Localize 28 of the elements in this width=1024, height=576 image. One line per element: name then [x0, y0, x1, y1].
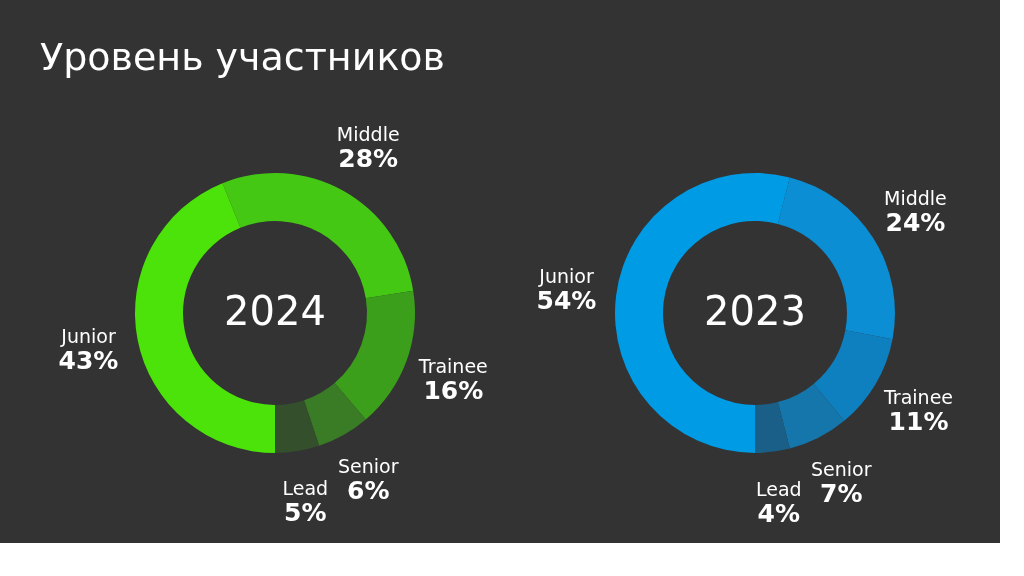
slice-label: Lead	[282, 476, 329, 499]
donut-slice	[777, 383, 845, 449]
slice-label: Junior	[60, 325, 116, 348]
data-label: 11%	[888, 406, 949, 436]
donut-slice	[303, 383, 366, 446]
data-label: 43%	[58, 346, 119, 376]
slice-label: Senior	[337, 454, 399, 477]
data-label: 5%	[284, 497, 327, 527]
slice-label: Senior	[811, 458, 872, 481]
slice-label: Junior	[538, 265, 594, 288]
chart-title: Уровень участников	[40, 35, 446, 79]
slice-label: Trainee	[883, 385, 954, 408]
data-label: 54%	[536, 286, 597, 316]
data-label: 16%	[423, 375, 484, 405]
slice-label: Middle	[336, 123, 400, 146]
slice-label: Trainee	[417, 354, 488, 377]
slice-label: Middle	[884, 187, 947, 210]
text: 2024	[224, 288, 326, 334]
data-label: 6%	[347, 475, 390, 505]
data-label: 7%	[820, 479, 863, 509]
slice-label: Lead	[755, 477, 802, 500]
donut-slice	[334, 290, 415, 420]
donut-slice	[755, 402, 790, 453]
data-label: 24%	[885, 208, 946, 238]
data-label: 28%	[338, 144, 399, 174]
data-label: 4%	[757, 498, 801, 528]
donut-slice	[275, 400, 320, 453]
text: 2023	[704, 288, 806, 334]
